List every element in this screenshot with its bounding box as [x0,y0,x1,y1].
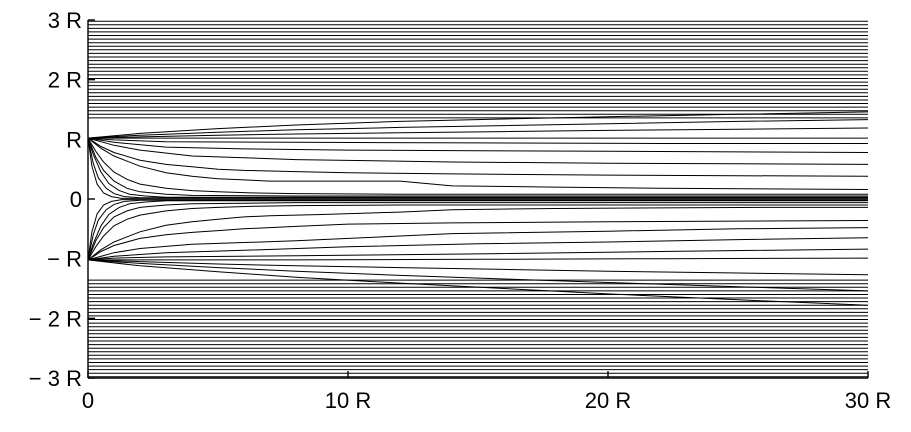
series-line-47 [87,206,868,261]
series-line-42 [87,199,868,260]
series-line-38 [87,137,868,197]
series-line-34 [87,137,869,165]
y-tick-label-4: − R [47,247,82,272]
x-tick-label-3: 30 R [845,388,891,413]
series-line-30 [87,127,869,139]
series-line-41 [87,138,868,199]
tick-labels: 0 10 R 20 R 30 R 3 R 2 R R 0 − R − 2 R − 3 R [29,8,891,413]
series-line-29 [87,119,869,139]
series-line-40 [87,137,868,199]
y-tick-label-2: R [66,127,82,152]
series-line-28 [87,111,869,139]
series-line-33 [87,137,869,153]
series-line-44 [87,200,868,261]
series-line-45 [87,202,868,261]
series-line-35 [87,137,869,177]
y-tick-label-0: 3 R [48,8,82,33]
y-tick-label-6: − 3 R [29,366,82,391]
series-line-52 [88,257,869,261]
y-tick-label-3: 0 [70,187,82,212]
y-tick-label-1: 2 R [48,68,82,93]
series-line-39 [87,137,868,198]
x-tick-label-2: 20 R [585,388,631,413]
x-tick-label-1: 10 R [325,388,371,413]
series-line-46 [87,204,868,261]
series-line-54 [87,259,869,292]
x-tick-label-0: 0 [82,388,94,413]
series-line-48 [87,220,869,261]
tick-marks [87,19,869,379]
series-line-51 [87,248,869,261]
series-line-43 [87,199,868,261]
axes [87,20,868,379]
series-lines [87,20,869,378]
series-line-49 [87,227,869,261]
series-line-37 [87,137,868,195]
series-line-36 [87,137,869,190]
y-tick-label-5: − 2 R [29,306,82,331]
series-line-53 [87,259,869,276]
series-line-50 [87,237,869,261]
series-line-32 [87,137,868,144]
